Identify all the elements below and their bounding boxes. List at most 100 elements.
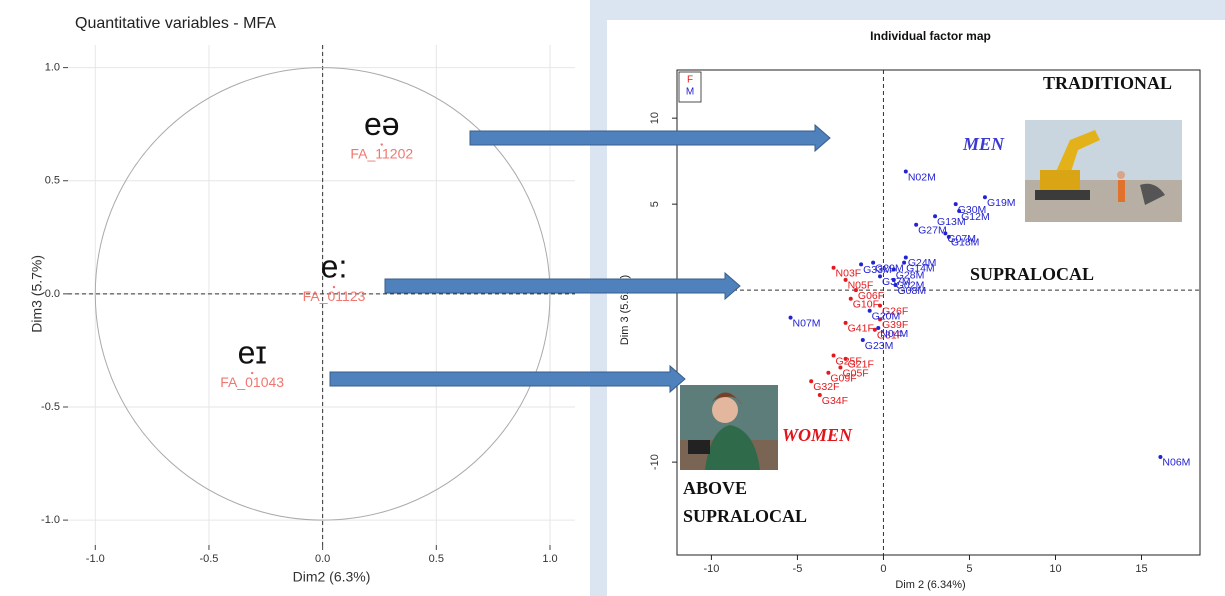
point (380, 143, 383, 146)
point-label: G29M (875, 262, 904, 274)
point-label: G05F (842, 367, 868, 379)
y-tick-label: 5 (649, 201, 661, 207)
point (933, 214, 938, 219)
point-label: N03F (836, 268, 862, 280)
arrow (329, 364, 686, 394)
point-label: G12M (961, 211, 990, 223)
point (332, 285, 336, 289)
woman-picture (680, 385, 778, 470)
point (831, 353, 836, 358)
point (788, 315, 793, 320)
annotation: TRADITIONAL (1043, 73, 1172, 93)
x-axis-label: Dim 2 (6.34%) (895, 579, 965, 591)
point (902, 260, 907, 265)
point-label: N05F (848, 280, 874, 292)
point (838, 365, 843, 370)
x-tick-label: 10 (1049, 563, 1061, 575)
point (903, 169, 908, 174)
point (946, 234, 951, 239)
point-label: G39F (882, 319, 908, 331)
point-label: G25F (836, 355, 862, 367)
point (872, 327, 877, 332)
point (957, 209, 962, 214)
point-label: G32F (813, 381, 839, 393)
point-label: G24M (908, 257, 937, 269)
legend-box (678, 71, 702, 103)
point (871, 260, 876, 265)
point (891, 277, 896, 282)
point (876, 325, 881, 330)
annotation: ABOVE (683, 478, 747, 498)
annotation: MEN (962, 134, 1005, 154)
point-label: G33M (863, 264, 892, 276)
point (867, 308, 872, 313)
x-tick-label: 5 (966, 563, 972, 575)
point (817, 393, 822, 398)
left-panel (0, 0, 590, 596)
point-label: G23M (865, 340, 894, 352)
point-label: N07M (793, 317, 821, 329)
legend-entry: M (686, 87, 694, 98)
point-label: N04M (880, 328, 908, 340)
point (1158, 454, 1163, 459)
y-tick-label: -0.5 (41, 401, 60, 413)
excavator-picture (1025, 120, 1182, 222)
y-tick-label: 10 (649, 112, 661, 124)
point-label: G28M (896, 269, 925, 281)
point-label: N02M (908, 171, 936, 183)
point (878, 317, 883, 322)
point-label: G09F (830, 372, 856, 384)
point-label: G41F (848, 323, 874, 335)
point (878, 274, 883, 279)
x-axis-label: Dim2 (6.3%) (293, 569, 371, 585)
point-label: G02M (896, 280, 925, 292)
point (809, 379, 814, 384)
chart-title: Individual factor map (870, 29, 991, 43)
point (859, 262, 864, 267)
point (878, 303, 883, 308)
y-tick-label: 1.0 (45, 62, 60, 74)
point (903, 255, 908, 260)
point (893, 282, 898, 287)
point (853, 288, 858, 293)
point-label: FA_11202 (350, 145, 413, 161)
annotation: eə (364, 106, 400, 142)
point (914, 222, 919, 227)
annotation: e: (321, 249, 348, 285)
x-tick-label: -10 (703, 563, 719, 575)
x-tick-label: -1.0 (86, 553, 105, 565)
annotation: SUPRALOCAL (970, 264, 1094, 284)
point (843, 356, 848, 361)
point (848, 296, 853, 301)
point (250, 371, 254, 375)
point (891, 267, 896, 272)
point (943, 231, 948, 236)
point-label: FA_01123 (303, 288, 366, 304)
annotation: WOMEN (782, 425, 853, 445)
y-tick-label: 0.0 (45, 288, 60, 300)
x-tick-label: 0.5 (429, 553, 444, 565)
point-label: G37M (882, 276, 911, 288)
point-label: G31F (877, 329, 903, 341)
annotation: SUPRALOCAL (683, 506, 807, 526)
point-label: N06M (1162, 457, 1190, 469)
annotation: eɪ (238, 335, 267, 371)
point (860, 338, 865, 343)
point-label: G34F (822, 395, 848, 407)
arrow (384, 271, 741, 301)
point-label: G10F (853, 299, 879, 311)
x-tick-label: 0.0 (315, 553, 330, 565)
point (843, 277, 848, 282)
point (826, 370, 831, 375)
y-axis-label: Dim3 (5.7%) (29, 255, 45, 333)
unit-circle (94, 67, 551, 521)
x-tick-label: 0 (880, 563, 886, 575)
point-label: G13M (937, 216, 966, 228)
point-label: G26F (882, 305, 908, 317)
point-label: FA_01043 (220, 374, 284, 390)
y-tick-label: -1.0 (41, 514, 60, 526)
point-label: G18M (951, 237, 980, 249)
y-tick-label: -10 (649, 454, 661, 470)
point (953, 202, 958, 207)
x-tick-label: 15 (1135, 563, 1147, 575)
